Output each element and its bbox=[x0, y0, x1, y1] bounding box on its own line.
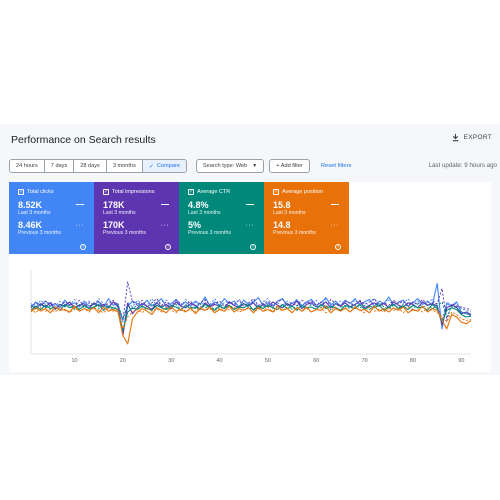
search-type-dropdown[interactable]: Search type: Web ▼ bbox=[195, 159, 265, 173]
metric-name: Average position bbox=[282, 189, 323, 195]
x-tick-label: 20 bbox=[120, 358, 126, 364]
metric-current-value: 178K bbox=[103, 200, 125, 210]
x-tick-label: 60 bbox=[313, 358, 319, 364]
date-range-3-months[interactable]: 3 months bbox=[106, 160, 143, 172]
x-tick-label: 80 bbox=[410, 358, 416, 364]
compare-button[interactable]: ✓ Compare bbox=[142, 160, 186, 172]
download-icon bbox=[452, 133, 458, 142]
metric-previous-value: 5% bbox=[188, 220, 202, 230]
metric-card-average-position[interactable]: ✓ Average position 15.8 Last 3 months 14.… bbox=[264, 182, 349, 254]
solid-line-legend-icon bbox=[161, 204, 169, 205]
metric-current-label: Last 3 months bbox=[18, 210, 51, 216]
metric-previous-label: Previous 3 months bbox=[103, 230, 146, 236]
date-range-28-days[interactable]: 28 days bbox=[74, 160, 107, 172]
metric-previous-value: 14.8 bbox=[273, 220, 291, 230]
performance-line-chart[interactable]: 10 20 30 40 50 60 70 80 90 bbox=[9, 260, 491, 372]
last-update-text: Last update: 9 hours ago bbox=[428, 162, 497, 169]
dashed-line-legend-icon: ··· bbox=[245, 222, 254, 229]
metric-current-label: Last 3 months bbox=[103, 210, 136, 216]
reset-filters-link[interactable]: Reset filters bbox=[320, 163, 352, 169]
series-line-2 bbox=[30, 298, 472, 323]
header: Performance on Search results EXPORT bbox=[0, 124, 500, 154]
solid-line-legend-icon bbox=[331, 204, 339, 205]
metric-name: Total impressions bbox=[112, 189, 155, 195]
series-line-3 bbox=[30, 300, 472, 337]
metric-current-label: Last 3 months bbox=[273, 210, 306, 216]
series-line-8 bbox=[30, 306, 472, 330]
performance-panel: ✓ Total clicks 8.52K Last 3 months 8.46K … bbox=[9, 182, 491, 372]
metric-card-total-clicks[interactable]: ✓ Total clicks 8.52K Last 3 months 8.46K … bbox=[9, 182, 94, 254]
solid-line-legend-icon bbox=[246, 204, 254, 205]
export-label: EXPORT bbox=[463, 134, 492, 141]
series-line-7 bbox=[30, 305, 472, 345]
metric-cards: ✓ Total clicks 8.52K Last 3 months 8.46K … bbox=[9, 182, 349, 254]
x-tick-label: 30 bbox=[168, 358, 174, 364]
compare-label: Compare bbox=[156, 163, 180, 169]
series-line-6 bbox=[30, 301, 472, 320]
dashed-line-legend-icon: ··· bbox=[160, 222, 169, 229]
add-filter-button[interactable]: + Add filter bbox=[269, 159, 310, 173]
metric-name: Average CTR bbox=[197, 189, 231, 195]
x-tick-label: 70 bbox=[362, 358, 368, 364]
metric-previous-label: Previous 3 months bbox=[273, 230, 316, 236]
help-icon[interactable]: ? bbox=[250, 244, 256, 250]
search-type-label: Search type: Web bbox=[202, 163, 248, 169]
metric-previous-label: Previous 3 months bbox=[18, 230, 61, 236]
page-title: Performance on Search results bbox=[11, 134, 156, 146]
metric-current-label: Last 3 months bbox=[188, 210, 221, 216]
solid-line-legend-icon bbox=[76, 204, 84, 205]
x-tick-label: 50 bbox=[265, 358, 271, 364]
x-tick-label: 40 bbox=[217, 358, 223, 364]
dashed-line-legend-icon: ··· bbox=[330, 222, 339, 229]
x-tick-label: 90 bbox=[458, 358, 464, 364]
metric-current-value: 15.8 bbox=[273, 200, 291, 210]
search-console-performance: Performance on Search results EXPORT 24 … bbox=[0, 124, 500, 375]
date-range-7-days[interactable]: 7 days bbox=[44, 160, 75, 172]
help-icon[interactable]: ? bbox=[165, 244, 171, 250]
metric-current-value: 8.52K bbox=[18, 200, 43, 210]
filter-bar: 24 hours 7 days 28 days 3 months ✓ Compa… bbox=[9, 159, 351, 173]
checkbox-icon[interactable]: ✓ bbox=[188, 189, 194, 195]
series-line-5 bbox=[30, 303, 472, 332]
help-icon[interactable]: ? bbox=[335, 244, 341, 250]
export-button[interactable]: EXPORT bbox=[451, 133, 492, 142]
help-icon[interactable]: ? bbox=[80, 244, 86, 250]
date-range-24-hours[interactable]: 24 hours bbox=[10, 160, 45, 172]
x-tick-label: 10 bbox=[71, 358, 77, 364]
check-icon: ✓ bbox=[148, 163, 154, 170]
metric-card-total-impressions[interactable]: ✓ Total impressions 178K Last 3 months 17… bbox=[94, 182, 179, 254]
metric-previous-label: Previous 3 months bbox=[188, 230, 231, 236]
checkbox-icon[interactable]: ✓ bbox=[103, 189, 109, 195]
metric-previous-value: 170K bbox=[103, 220, 125, 230]
checkbox-icon[interactable]: ✓ bbox=[273, 189, 279, 195]
metric-card-average-ctr[interactable]: ✓ Average CTR 4.8% Last 3 months 5% Previ… bbox=[179, 182, 264, 254]
metric-current-value: 4.8% bbox=[188, 200, 209, 210]
checkbox-icon[interactable]: ✓ bbox=[18, 189, 24, 195]
dashed-line-legend-icon: ··· bbox=[75, 222, 84, 229]
caret-down-icon: ▼ bbox=[252, 163, 258, 169]
date-range-selector: 24 hours 7 days 28 days 3 months ✓ Compa… bbox=[9, 159, 187, 173]
metric-name: Total clicks bbox=[27, 189, 54, 195]
metric-previous-value: 8.46K bbox=[18, 220, 43, 230]
